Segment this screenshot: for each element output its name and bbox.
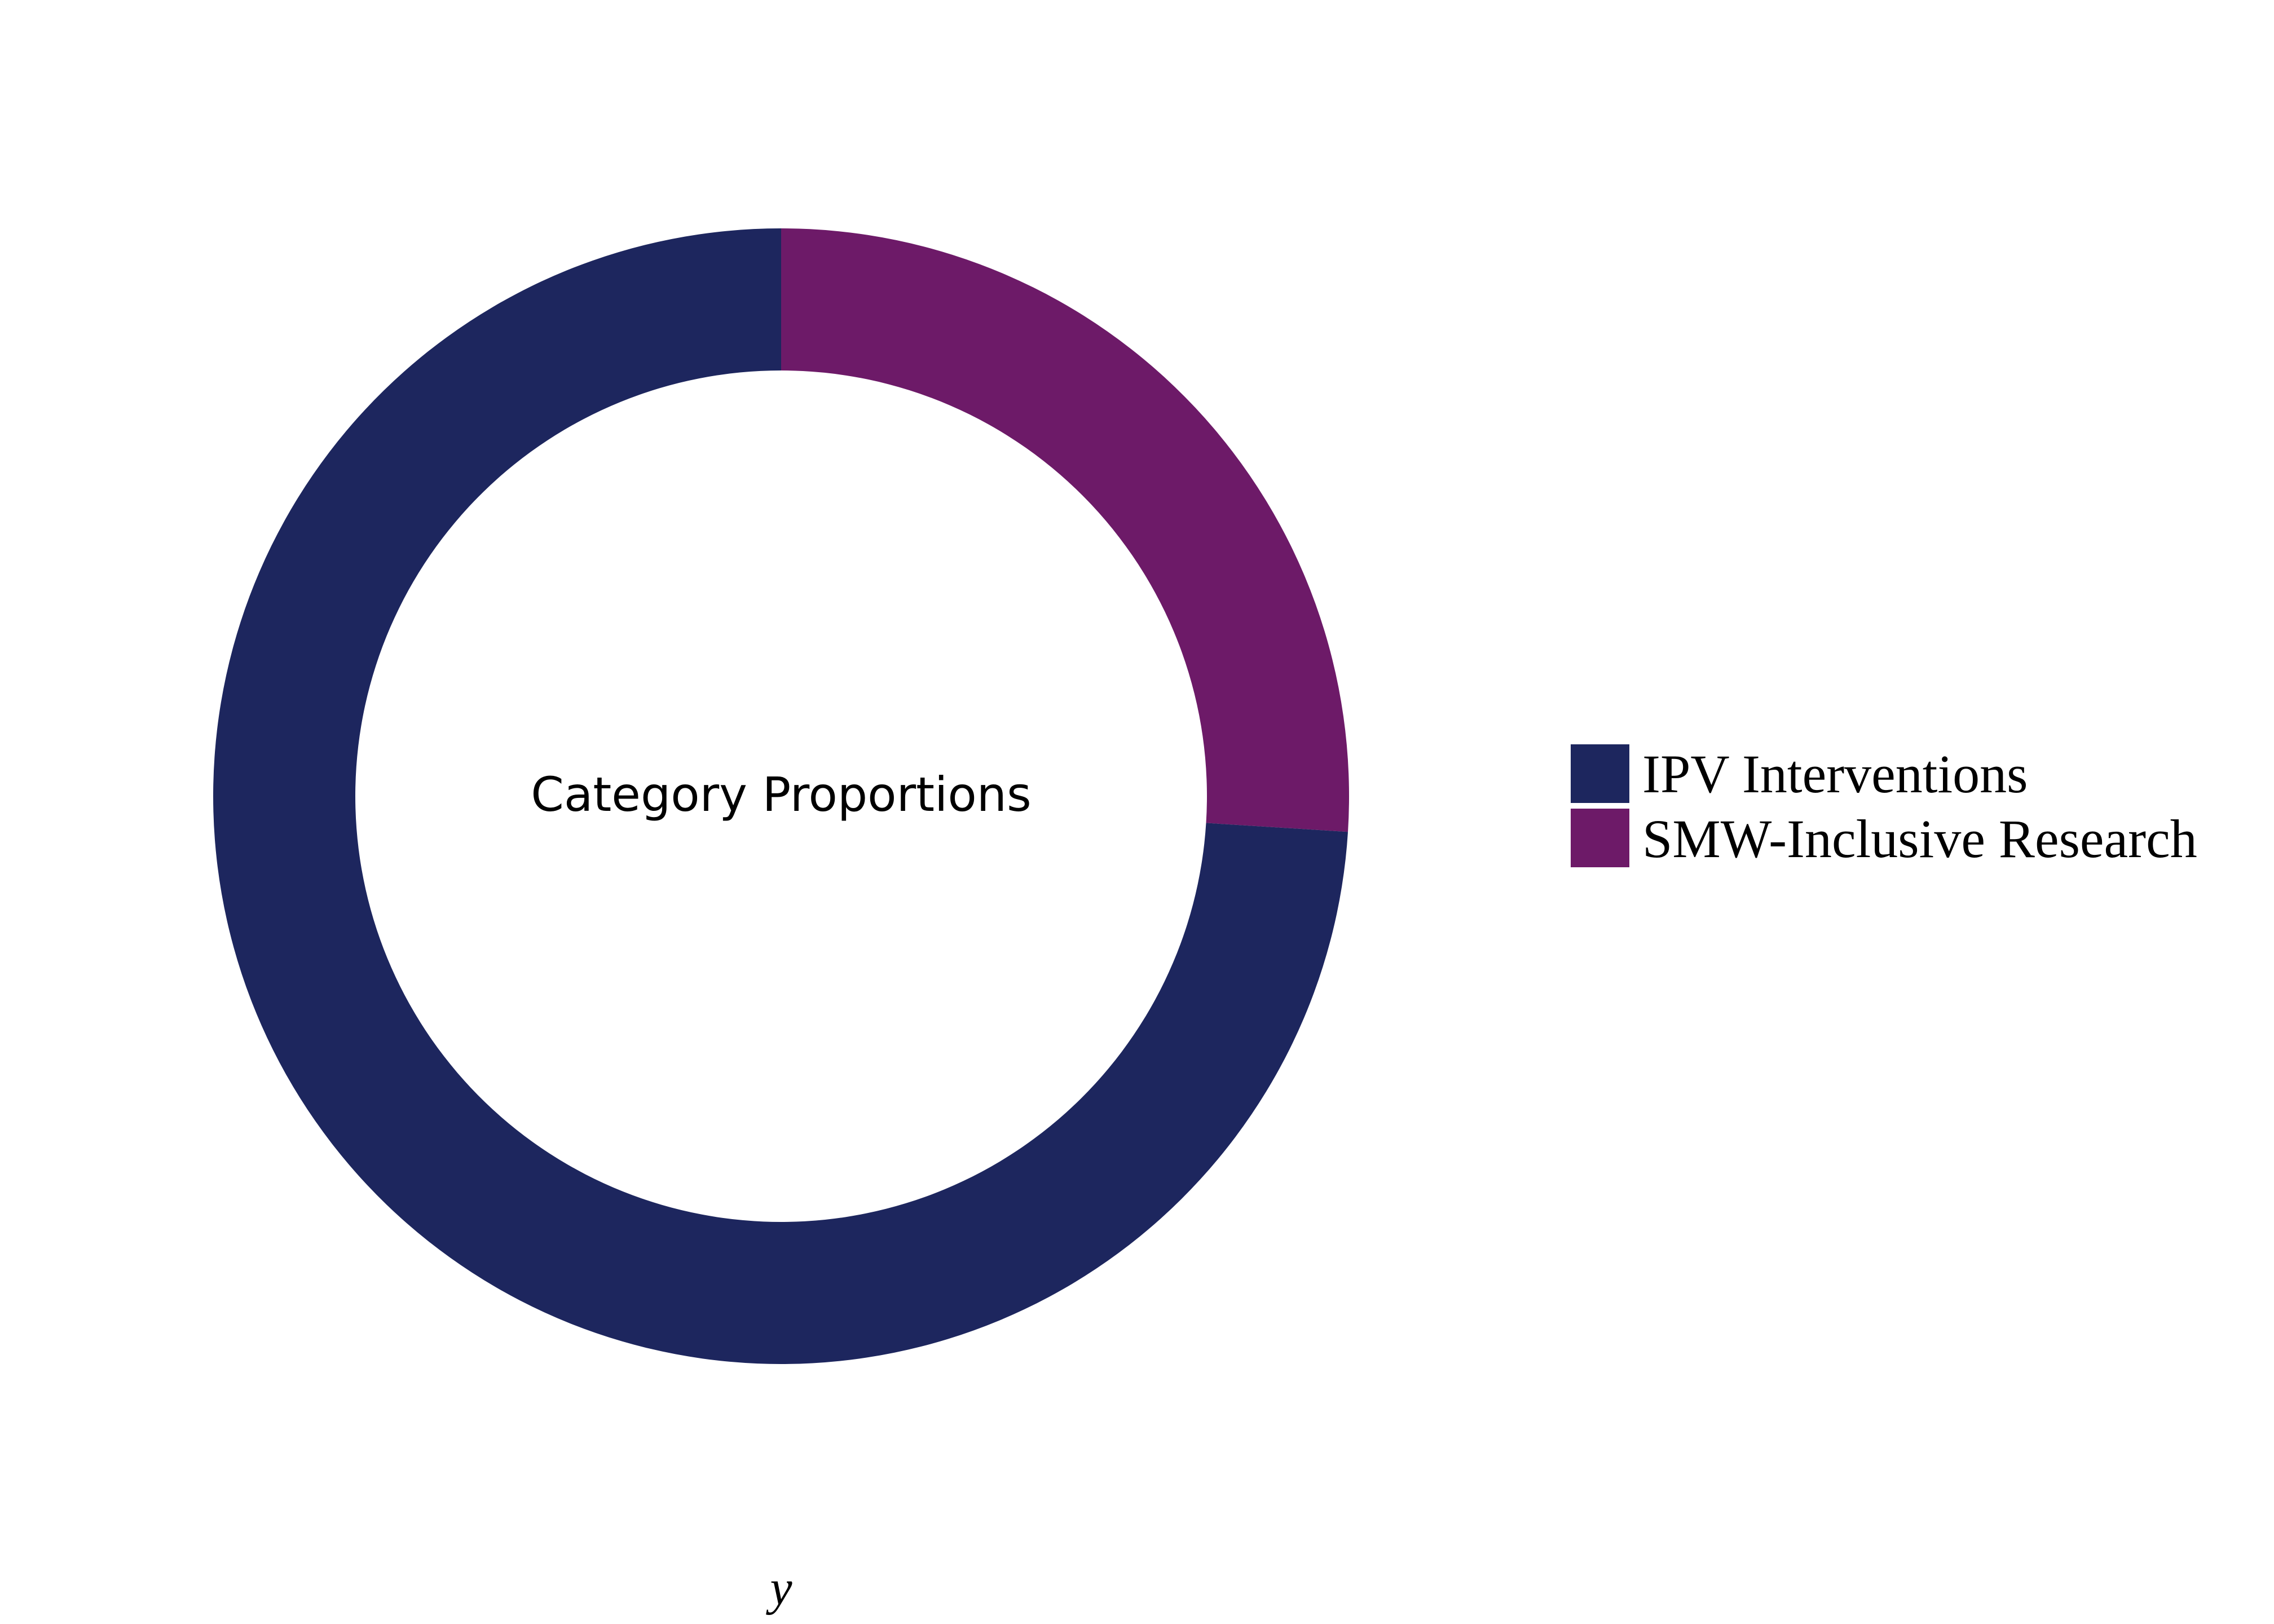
- legend-swatch: [1571, 809, 1629, 867]
- donut-center-label: Category Proportions: [531, 767, 1032, 822]
- legend-label: SMW-Inclusive Research: [1642, 809, 2197, 869]
- legend: IPV Interventions SMW-Inclusive Research: [1571, 744, 2197, 869]
- legend-label: IPV Interventions: [1642, 744, 2028, 804]
- x-axis-label: y: [765, 1561, 792, 1616]
- legend-item-ipv-interventions[interactable]: IPV Interventions: [1571, 744, 2028, 804]
- donut-slice-smw-inclusive-research[interactable]: [781, 228, 1349, 832]
- donut-slices: [213, 228, 1349, 1364]
- legend-swatch: [1571, 744, 1629, 803]
- legend-item-smw-inclusive-research[interactable]: SMW-Inclusive Research: [1571, 809, 2197, 869]
